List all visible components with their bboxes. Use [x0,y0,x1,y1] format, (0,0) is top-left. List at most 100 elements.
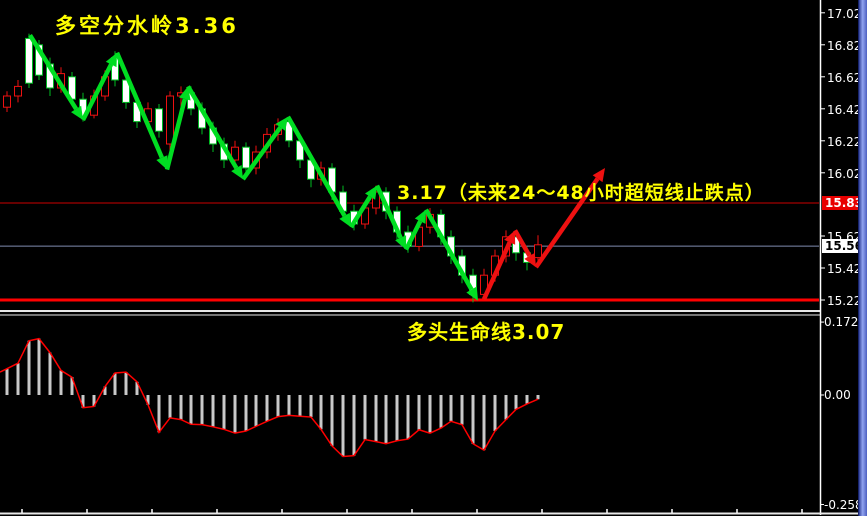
histogram-bar [168,395,172,418]
red-forecast-arrow-arrowhead [592,168,605,183]
green-trend-arrow-segment [403,220,423,251]
red-forecast-arrow-segment [534,177,600,269]
candle-body-down [122,79,130,103]
price-axis-label: 17.020 [827,6,867,21]
candle-body-up [534,244,542,259]
annotation-stopfall-point: 3.17（未来24～48小时超短线止跌点） [397,182,765,204]
histogram-bar [417,395,421,430]
price-axis-label: 15.425 [827,262,867,276]
histogram-bar [92,395,96,407]
histogram-bar [233,395,237,434]
price-axis-label: 15.225 [827,294,867,308]
histogram-bar [200,395,204,425]
candle-body-down [155,108,163,132]
histogram-bar [439,395,443,429]
histogram-bar [211,395,215,427]
oscillator-axis-label: 0.00 [824,388,851,402]
red-forecast-arrow-segment [481,241,512,301]
histogram-bar [428,395,432,434]
histogram-bar [460,395,464,425]
histogram-bar [536,395,540,400]
histogram-bar [254,395,258,427]
histogram-bar [309,395,313,418]
histogram-bar [5,368,9,395]
histogram-bar [298,395,302,417]
histogram-bar [48,352,52,395]
green-trend-arrow-segment [186,85,239,170]
histogram-bar [27,340,31,395]
green-trend-arrow-arrowhead [395,235,407,250]
histogram-bar [449,395,453,422]
histogram-bar [493,395,497,432]
green-trend-arrow-arrowhead [365,185,377,200]
green-trend-arrow-segment [80,63,114,122]
candle-body-up [231,146,239,161]
green-trend-arrow-segment [241,126,283,181]
histogram-bar [363,395,367,440]
histogram-bar [352,395,356,456]
histogram-bar [244,395,248,432]
green-trend-arrow-arrowhead [339,212,351,228]
candle-body-down [242,146,250,169]
histogram-bar [504,395,508,420]
histogram-bar [179,395,183,420]
vertical-scrollbar[interactable] [858,0,867,516]
green-trend-arrow-arrowhead [71,105,83,120]
histogram-bar [124,372,128,395]
histogram-bar [471,395,475,444]
price-axis-label: 16.820 [827,38,867,53]
histogram-bar [189,395,193,425]
histogram-bar [319,395,323,430]
red-forecast-arrow-arrowhead [504,230,516,245]
histogram-bar [330,395,334,446]
price-axis-label: 16.220 [827,134,867,149]
histogram-bar [103,386,107,395]
candle-body-down [512,236,520,254]
green-trend-arrow-segment [286,115,347,218]
histogram-bar [59,370,63,395]
histogram-bar [514,395,518,410]
histogram-bar [525,395,529,404]
green-trend-arrow-segment [114,51,164,159]
histogram-bar [157,395,161,433]
green-trend-arrow-arrowhead [231,164,243,180]
oscillator-line [0,337,539,458]
histogram-bar [37,338,41,395]
histogram-bar [146,395,150,405]
green-trend-arrow-segment [349,195,373,229]
candle-body-down [25,37,33,84]
histogram-bar [374,395,378,442]
histogram-bar [16,363,20,395]
price-marker-label: 15.562 [822,239,867,254]
oscillator-axis-label: -0.2583 [824,497,867,512]
green-trend-arrow-arrowhead [414,209,426,224]
histogram-bar [406,395,410,440]
red-forecast-arrow-segment [513,229,532,258]
price-marker-label: 15.831 [822,196,867,211]
candle-body-up [14,85,22,97]
green-trend-arrow-segment [28,34,79,111]
histogram-bar [341,395,345,457]
histogram-bar [265,395,269,422]
green-trend-arrow-arrowhead [156,155,168,170]
green-trend-arrow-arrowhead [275,116,288,131]
annotation-bull-lifeline: 多头生命线3.07 [407,320,566,344]
histogram-bar [81,395,85,408]
green-trend-arrow-arrowhead [466,286,478,301]
oscillator-axis-label: 0.172 [824,315,859,330]
green-trend-arrow-arrowhead [105,52,117,68]
histogram-bar [287,395,291,416]
histogram-bar [482,395,486,451]
green-trend-arrow-segment [374,184,403,239]
histogram-bar [70,377,74,395]
histogram-bar [384,395,388,444]
red-forecast-arrow-arrowhead [524,252,536,268]
green-trend-arrow-segment [164,98,188,171]
candle-body-down [35,44,43,76]
candle-body-up [3,95,11,108]
histogram-bar [135,381,139,395]
price-axis-label: 16.420 [827,102,867,117]
annotation-watershed: 多空分水岭3.36 [55,14,239,38]
